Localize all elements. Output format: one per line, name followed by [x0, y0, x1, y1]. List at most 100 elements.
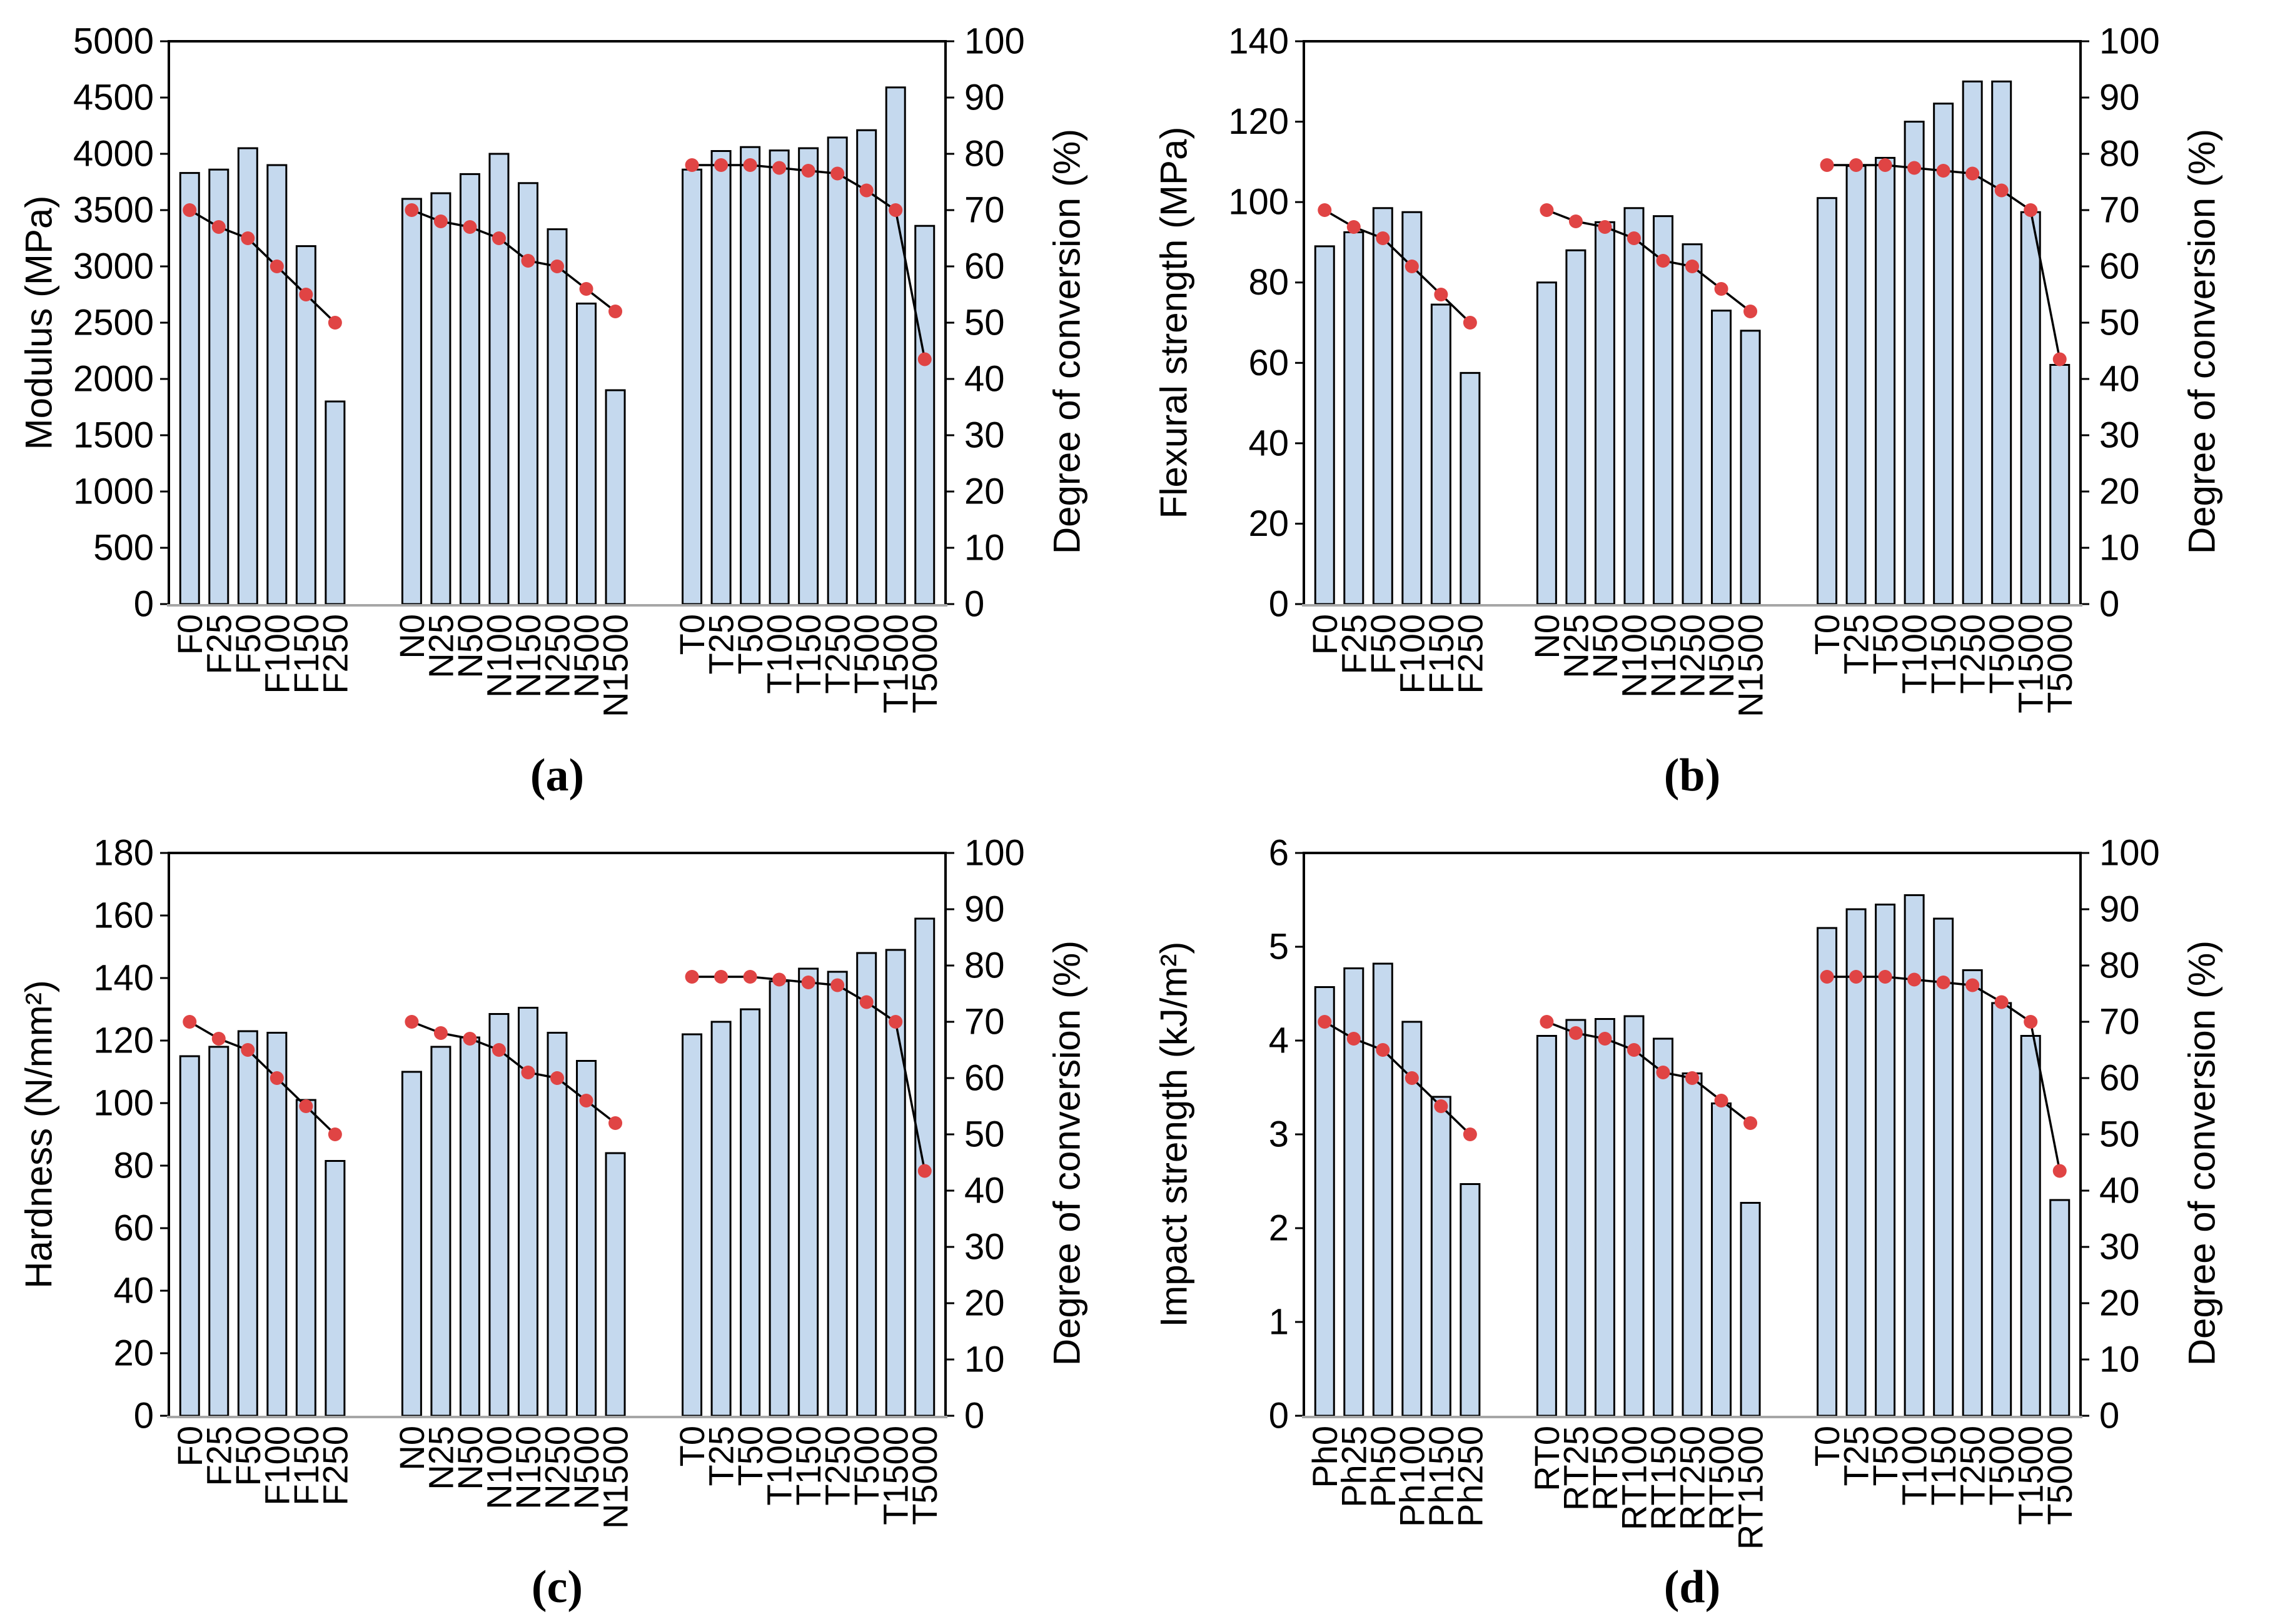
left-axis-tick-label: 4500 [73, 78, 154, 118]
conversion-marker-T50 [1878, 158, 1892, 172]
right-axis-tick-label: 0 [964, 1396, 984, 1436]
conversion-marker-N150 [1656, 254, 1670, 268]
right-axis-tick-label: 10 [2099, 528, 2140, 568]
category-label-F50: F50 [228, 1426, 268, 1486]
category-label-N1500: N1500 [596, 1426, 635, 1529]
category-label-T25: T25 [1837, 1426, 1876, 1486]
right-axis-tick-label: 70 [964, 190, 1005, 231]
conversion-marker-Ph25 [1346, 1032, 1361, 1046]
bar-T500 [1991, 1002, 2012, 1417]
conversion-marker-T50 [743, 158, 757, 172]
chart-b: 0 20 40 60 80 100 120 140 0 10 20 30 40 50 60 70 80 90 100… [1135, 0, 2270, 812]
left-axis-tick-label: 120 [93, 1021, 154, 1061]
conversion-marker-F150 [299, 1099, 313, 1113]
category-label-T500: T500 [847, 1426, 886, 1506]
bar-F150 [295, 1099, 316, 1417]
bar-T1500 [2020, 1035, 2041, 1417]
conversion-marker-N250 [550, 260, 564, 273]
left-axis-tick-label: 4 [1269, 1021, 1289, 1061]
category-label-F250: F250 [315, 1426, 355, 1506]
conversion-marker-T1500 [2024, 1015, 2038, 1029]
bar-T1500 [885, 86, 906, 605]
bar-N1500 [605, 1152, 626, 1417]
category-label-T500: T500 [847, 614, 886, 694]
left-axis-tick-label: 140 [1228, 21, 1289, 62]
conversion-marker-F100 [270, 260, 284, 273]
right-axis-tick-label: 40 [2099, 1171, 2140, 1211]
category-label-F100: F100 [257, 1426, 296, 1506]
bar-N0 [401, 1071, 422, 1417]
conversion-marker-F0 [183, 1015, 197, 1029]
left-axis-tick-label: 40 [113, 1271, 154, 1311]
bar-T1500 [2020, 211, 2041, 605]
category-label-T0: T0 [1807, 1426, 1847, 1466]
category-label-T0: T0 [672, 614, 712, 655]
bar-T25 [710, 1021, 732, 1417]
right-axis-tick-label: 100 [2099, 21, 2160, 62]
category-label-T1500: T1500 [2011, 614, 2051, 714]
category-label-F25: F25 [1334, 614, 1373, 675]
conversion-marker-RT25 [1568, 1026, 1583, 1040]
conversion-marker-RT500 [1714, 1094, 1728, 1107]
category-label-Ph50: Ph50 [1363, 1426, 1403, 1508]
category-label-N0: N0 [1527, 614, 1566, 659]
category-label-T150: T150 [789, 614, 828, 694]
bar-Ph100 [1401, 1021, 1423, 1417]
conversion-marker-T5000 [917, 352, 932, 366]
category-label-F100: F100 [257, 614, 296, 694]
category-label-T5000: T5000 [905, 614, 944, 714]
bar-RT100 [1623, 1015, 1645, 1417]
conversion-marker-T25 [1849, 970, 1864, 984]
conversion-marker-N1500 [608, 1116, 623, 1130]
category-label-N25: N25 [421, 614, 460, 678]
conversion-marker-T5000 [917, 1164, 932, 1178]
right-axis-tick-label: 30 [2099, 415, 2140, 456]
conversion-marker-T25 [714, 970, 729, 984]
category-label-T1500: T1500 [876, 614, 916, 714]
right-axis-tick-label: 30 [964, 1227, 1005, 1268]
bar-N1500 [1740, 330, 1761, 605]
bar-T250 [827, 971, 848, 1417]
category-label-N100: N100 [479, 614, 518, 698]
bar-T500 [856, 129, 877, 605]
bar-Ph50 [1372, 962, 1393, 1417]
left-axis-tick-label: 80 [113, 1146, 154, 1186]
category-label-RT100: RT100 [1614, 1426, 1653, 1530]
right-axis-title: Degree of conversion (%) [2181, 129, 2223, 554]
left-axis-tick-label: 5000 [73, 21, 154, 62]
conversion-marker-N25 [1568, 214, 1583, 228]
bar-F250 [325, 400, 346, 605]
chart-svg-d: 01234560102030405060708090100Ph0Ph25Ph50… [1153, 833, 2223, 1550]
conversion-marker-N500 [1714, 282, 1728, 296]
category-label-T5000: T5000 [905, 1426, 944, 1525]
right-axis-tick-label: 70 [964, 1002, 1005, 1042]
conversion-marker-Ph250 [1463, 1127, 1477, 1141]
category-label-RT500: RT500 [1702, 1426, 1741, 1530]
right-axis-tick-label: 0 [2099, 1396, 2119, 1436]
right-axis-tick-label: 20 [2099, 1283, 2140, 1324]
left-axis-tick-label: 80 [1248, 262, 1289, 303]
conversion-marker-Ph100 [1405, 1071, 1419, 1085]
bar-F0 [179, 1055, 200, 1417]
category-label-T500: T500 [1982, 1426, 2021, 1506]
left-axis-tick-label: 0 [1269, 584, 1289, 625]
conversion-marker-Ph150 [1434, 1099, 1448, 1113]
bar-N500 [576, 1060, 597, 1417]
left-axis-tick-label: 3500 [73, 190, 154, 231]
category-label-T150: T150 [1924, 614, 1963, 694]
conversion-marker-T150 [1936, 976, 1950, 989]
bar-F50 [237, 147, 258, 605]
conversion-marker-T150 [1936, 164, 1950, 178]
panel-letter-a: (a) [530, 750, 585, 801]
category-label-F150: F150 [286, 614, 326, 694]
right-axis-tick-label: 10 [964, 1339, 1005, 1380]
conversion-marker-F25 [1346, 220, 1361, 234]
left-axis-tick-label: 60 [1248, 343, 1289, 383]
category-label-N25: N25 [421, 1426, 460, 1490]
right-axis-tick-label: 70 [2099, 1002, 2140, 1042]
bar-T250 [827, 136, 848, 605]
bar-N100 [488, 1013, 510, 1417]
conversion-marker-T250 [830, 166, 845, 181]
left-axis-tick-label: 0 [134, 1396, 154, 1436]
